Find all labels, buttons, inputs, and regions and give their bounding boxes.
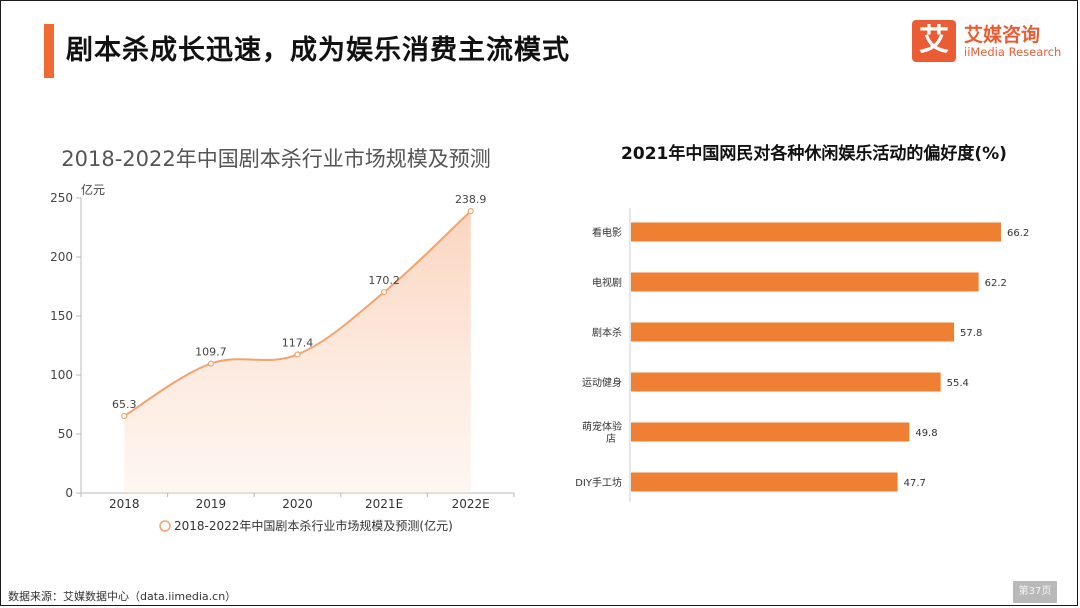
area-x-tick-label: 2021E (365, 497, 403, 511)
area-x-tick-label: 2018 (109, 497, 140, 511)
area-data-label: 238.9 (455, 193, 487, 206)
preference-bar (631, 222, 1001, 242)
preference-bar (631, 322, 955, 342)
logo-name-cn: 艾媒咨询 (964, 24, 1041, 46)
area-chart-title: 2018-2022年中国剧本杀行业市场规模及预测 (61, 147, 490, 171)
area-data-point (294, 351, 301, 358)
market-size-chart: 2018-2022年中国剧本杀行业市场规模及预测 亿元 0 50 100 150 200… (40, 130, 540, 550)
title-accent-bar (44, 24, 54, 78)
preference-category-label: 运动健身 (582, 376, 622, 389)
area-y-tick-label: 100 (50, 368, 73, 382)
market-size-chart-svg: 2018-2022年中国剧本杀行业市场规模及预测 亿元 0 50 100 150 200… (50, 147, 515, 533)
preference-category-label: DIY手工坊 (575, 476, 622, 489)
preference-chart: 2021年中国网民对各种休闲娱乐活动的偏好度(%) 66.2 看电影 62.2 电视剧… (560, 130, 1060, 530)
preference-bar-value: 57.8 (960, 328, 982, 339)
area-y-tick-label: 0 (65, 486, 73, 500)
area-data-point (467, 207, 474, 215)
area-data-point (381, 289, 388, 296)
area-data-point (207, 360, 214, 367)
area-data-label: 170.2 (368, 274, 400, 287)
preference-category-label: 萌宠体验店 (582, 420, 622, 445)
area-y-tick-label: 250 (50, 191, 73, 205)
preference-bar (631, 422, 910, 442)
area-x-tick-label: 2019 (196, 497, 227, 511)
area-y-tick-label: 50 (58, 427, 73, 441)
preference-bar (631, 472, 898, 492)
area-data-point (121, 412, 128, 420)
brand-logo: 艾 艾媒咨询 iiMedia Research (912, 20, 1062, 66)
preference-category-label: 剧本杀 (592, 326, 622, 339)
preference-bar-value: 49.8 (915, 428, 937, 439)
page-number-button[interactable]: 第37页 (1013, 581, 1057, 603)
area-data-label: 117.4 (282, 336, 314, 349)
data-source-note: 数据来源：艾媒数据中心（data.iimedia.cn） (8, 590, 237, 603)
preference-bar (631, 372, 941, 392)
preference-bar (631, 272, 979, 292)
preference-bar-value: 55.4 (947, 378, 969, 389)
preference-category-label: 电视剧 (592, 276, 622, 289)
preference-bar-value: 47.7 (904, 478, 926, 489)
area-x-tick-label: 2022E (452, 497, 490, 511)
area-legend-marker-icon (159, 520, 171, 532)
page-title: 剧本杀成长迅速，成为娱乐消费主流模式 (66, 35, 570, 66)
area-x-tick-label: 2020 (282, 497, 313, 511)
area-data-label: 65.3 (112, 398, 137, 411)
preference-category-label: 看电影 (592, 226, 622, 239)
bar-chart-title: 2021年中国网民对各种休闲娱乐活动的偏好度(%) (621, 143, 1007, 164)
preference-chart-svg: 2021年中国网民对各种休闲娱乐活动的偏好度(%) 66.2 看电影 62.2 电视剧… (575, 143, 1029, 502)
preference-bar-value: 66.2 (1007, 228, 1029, 239)
logo-mark-icon: 艾 (912, 20, 956, 62)
area-y-tick-label: 200 (50, 250, 73, 264)
area-chart-y-unit: 亿元 (81, 182, 105, 197)
area-series-fill (124, 211, 471, 493)
area-data-label: 109.7 (195, 346, 227, 359)
preference-bar-value: 62.2 (985, 278, 1007, 289)
logo-name-en: iiMedia Research (964, 45, 1062, 59)
area-y-tick-label: 150 (50, 309, 73, 323)
area-legend-label: 2018-2022年中国剧本杀行业市场规模及预测(亿元) (174, 518, 453, 533)
